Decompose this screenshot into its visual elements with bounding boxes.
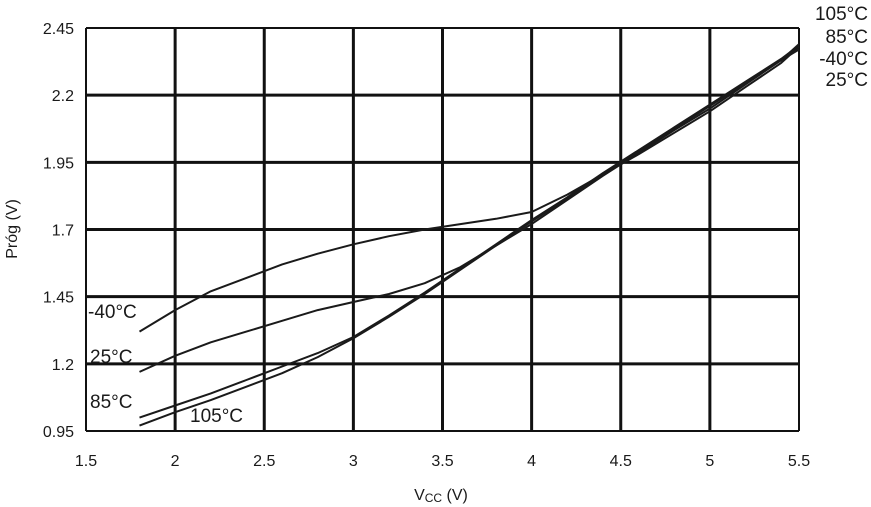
x-tick-label: 4.5 — [610, 453, 632, 470]
x-tick-label: 3.5 — [431, 453, 453, 470]
y-tick-labels: 0.95 1.2 1.45 1.7 1.95 2.2 2.45 — [43, 21, 74, 441]
series-label-right: 25°C — [826, 70, 868, 91]
series-line — [139, 44, 800, 419]
series-label-right: 85°C — [826, 27, 868, 48]
series-label-left: 105°C — [190, 406, 243, 427]
series-line — [138, 46, 800, 333]
series-label-left: 25°C — [90, 347, 132, 368]
y-tick-label: 1.2 — [52, 357, 74, 374]
grid — [85, 27, 800, 432]
series-label-left: -40°C — [88, 302, 137, 323]
y-tick-label: 1.7 — [52, 223, 74, 240]
x-tick-label: 3 — [349, 453, 358, 470]
x-axis-title-unit: (V) — [442, 487, 468, 504]
y-tick-label: 1.45 — [43, 290, 74, 307]
x-axis-title: VCC (V) — [414, 487, 468, 505]
x-axis-title-sub: CC — [425, 491, 443, 505]
series-label-left: 85°C — [90, 392, 132, 413]
y-axis-title: Próg (V) — [4, 199, 21, 259]
x-tick-labels: 1.5 2 2.5 3 3.5 4 4.5 5 5.5 — [75, 453, 810, 470]
series-label-right: -40°C — [819, 49, 868, 70]
x-tick-label: 5 — [705, 453, 714, 470]
x-tick-label: 2 — [171, 453, 180, 470]
x-tick-label: 4 — [527, 453, 536, 470]
x-axis-title-v: V — [414, 487, 425, 504]
y-tick-label: 0.95 — [43, 424, 74, 441]
x-tick-label: 1.5 — [75, 453, 97, 470]
series-line — [139, 43, 800, 427]
y-tick-label: 2.2 — [52, 88, 74, 105]
x-tick-label: 5.5 — [788, 453, 810, 470]
series-lines — [138, 43, 800, 427]
x-tick-label: 2.5 — [253, 453, 275, 470]
series-line — [139, 48, 800, 373]
y-tick-label: 1.95 — [43, 155, 74, 172]
y-tick-label: 2.45 — [43, 21, 74, 38]
series-label-right: 105°C — [815, 4, 868, 25]
